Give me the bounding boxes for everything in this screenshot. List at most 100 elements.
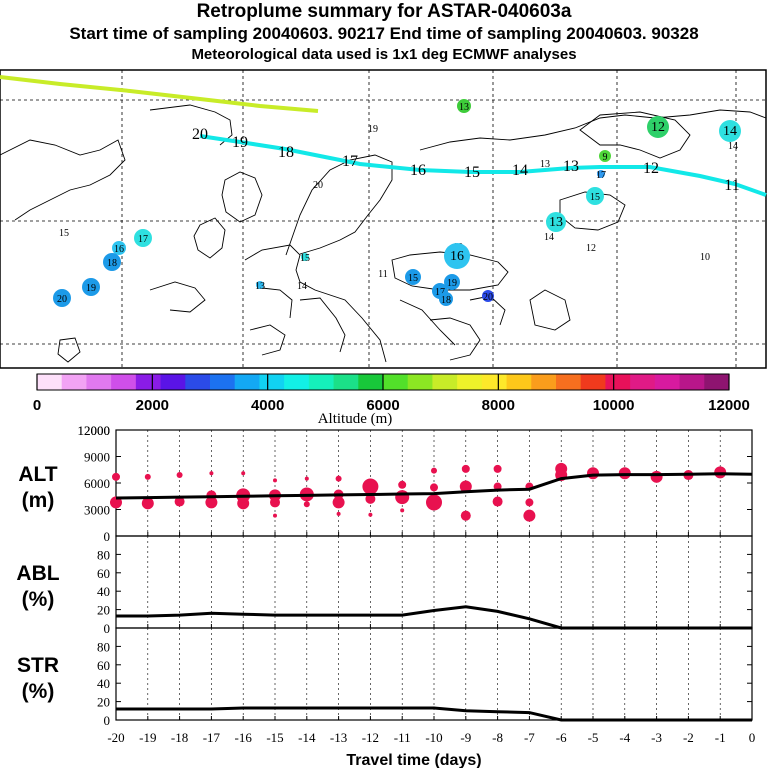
y-tick-label: 80 — [97, 547, 110, 562]
x-tick-label: -10 — [425, 730, 442, 745]
x-tick-label: -8 — [492, 730, 503, 745]
plume-cluster: 13 — [255, 281, 265, 292]
colorbar-tick-label: 12000 — [708, 397, 750, 414]
altitude-bubble — [141, 497, 154, 510]
colorbar-swatch — [383, 374, 409, 390]
plume-cluster: 19 — [368, 124, 378, 135]
cluster-day-label: 14 — [723, 124, 737, 139]
cluster-marker — [599, 150, 611, 162]
plume-cluster: 16 — [444, 243, 470, 269]
y-tick-label: 40 — [97, 676, 110, 691]
x-tick-label: -2 — [683, 730, 694, 745]
altitude-bubble — [176, 472, 183, 479]
cluster-marker — [482, 290, 494, 302]
colorbar-swatch — [704, 374, 730, 390]
cluster-day-label: 14 — [297, 281, 307, 292]
plume-cluster: 14 — [728, 141, 738, 152]
x-tick-label: -6 — [556, 730, 567, 745]
x-tick-label: -20 — [107, 730, 124, 745]
altitude-bubble — [459, 480, 472, 493]
x-tick-label: -4 — [619, 730, 630, 745]
altitude-bubble — [365, 493, 376, 504]
plume-cluster: 13 — [546, 212, 566, 232]
altitude-bubble — [461, 464, 470, 473]
plume-cluster: 13 — [540, 159, 550, 170]
track-day-label: 13 — [563, 158, 579, 175]
altitude-colorbar: 0 2000 4000 6000 8000 10000 12000 — [33, 373, 750, 414]
colorbar-swatch — [506, 374, 532, 390]
altitude-bubble — [362, 478, 379, 495]
colorbar-tick-label: 6000 — [366, 397, 399, 414]
colorbar-tick-label: 10000 — [593, 397, 635, 414]
altitude-bubble — [205, 496, 218, 509]
cluster-marker — [112, 241, 126, 255]
plume-cluster: 20 — [313, 180, 323, 191]
cluster-day-label: 19 — [368, 124, 378, 135]
cluster-marker — [53, 289, 71, 307]
cluster-marker — [457, 99, 471, 113]
colorbar-swatch — [259, 374, 285, 390]
sampling-times: Start time of sampling 20040603. 90217 E… — [69, 24, 699, 43]
cluster-marker — [301, 253, 309, 261]
plume-clusters: 13 19 12 14 14 9 13 17 15 20 13 14 12 10 15 17 16 18 19 20 1… — [53, 99, 741, 307]
x-tick-label: -5 — [588, 730, 599, 745]
altitude-bubble — [493, 482, 502, 491]
colorbar-swatch — [358, 374, 384, 390]
cluster-day-label: 11 — [378, 269, 388, 280]
plume-cluster: 20 — [482, 290, 494, 303]
cluster-day-label: 19 — [86, 283, 96, 294]
cluster-day-label: 19 — [447, 278, 457, 289]
x-tick-label: -18 — [171, 730, 188, 745]
cluster-day-label: 15 — [590, 192, 600, 203]
colorbar-swatch — [234, 374, 260, 390]
cluster-marker — [546, 212, 566, 232]
track-day-label: 20 — [192, 126, 208, 143]
y-tick-label: 40 — [97, 584, 110, 599]
cluster-marker — [103, 253, 121, 271]
colorbar-swatch — [556, 374, 582, 390]
plume-cluster: 20 — [53, 289, 71, 307]
cluster-marker — [444, 274, 460, 290]
plume-cluster: 18 — [103, 253, 121, 271]
map-frame — [0, 69, 767, 369]
colorbar-swatch — [580, 374, 606, 390]
x-tick-label: 0 — [749, 730, 756, 745]
panel-abl: 0 20 40 60 80 ABL (%) — [16, 535, 753, 636]
plume-cluster: 13 — [457, 99, 471, 113]
plume-cluster: 15 — [59, 228, 69, 239]
cluster-day-label: 17 — [596, 170, 606, 181]
cluster-day-label: 17 — [138, 234, 148, 245]
cluster-marker — [719, 120, 741, 142]
cluster-day-label: 12 — [586, 243, 596, 254]
colorbar-tick-label: 2000 — [136, 397, 169, 414]
cluster-day-label: 12 — [651, 120, 665, 135]
colorbar-swatch — [333, 374, 359, 390]
colorbar-label: Altitude (m) — [318, 411, 393, 427]
x-tick-label: -14 — [298, 730, 316, 745]
altitude-bubble — [555, 462, 568, 475]
panel-label: STR — [17, 654, 59, 677]
x-tick-label: -3 — [651, 730, 662, 745]
colorbar-swatch — [160, 374, 186, 390]
cluster-marker — [439, 292, 453, 306]
upper-track-line — [0, 75, 319, 113]
plume-cluster: 17 — [134, 229, 152, 247]
altitude-bubble — [209, 471, 214, 476]
series-line — [116, 706, 752, 722]
x-tick-label: -1 — [715, 730, 726, 745]
colorbar-swatch — [37, 374, 63, 390]
x-axis-label: Travel time (days) — [346, 752, 481, 768]
altitude-bubble — [144, 473, 151, 480]
cluster-day-label: 14 — [728, 141, 738, 152]
plume-cluster: 12 — [647, 116, 669, 138]
main-track-line — [199, 134, 767, 197]
plume-cluster: 19 — [444, 274, 460, 290]
plume-cluster: 14 — [544, 232, 554, 243]
track-day-label: 11 — [724, 177, 739, 194]
panel-unit: (%) — [22, 680, 55, 703]
plume-tracks — [0, 75, 767, 197]
y-tick-label: 6000 — [84, 476, 110, 491]
panel-label: ALT — [18, 463, 57, 486]
y-tick-label: 12000 — [78, 423, 111, 438]
